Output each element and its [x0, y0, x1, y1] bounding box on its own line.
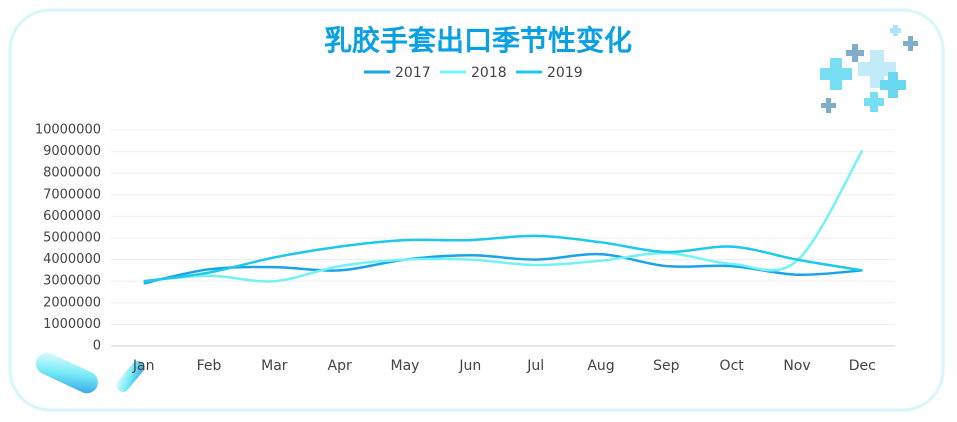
x-tick-label: Apr	[328, 358, 352, 374]
y-tick-label: 0	[93, 339, 101, 354]
chart-title: 乳胶手套出口季节性变化	[324, 24, 632, 57]
x-tick-label: May	[391, 358, 420, 374]
series-line	[143, 252, 863, 285]
y-tick-label: 8000000	[43, 166, 101, 181]
y-tick-label: 6000000	[43, 209, 101, 224]
x-tick-label: Mar	[261, 358, 288, 374]
y-tick-label: 7000000	[43, 187, 101, 202]
y-tick-label: 4000000	[43, 252, 101, 267]
decoration	[36, 25, 918, 394]
legend-label: 2019	[547, 65, 583, 81]
y-tick-label: 10000000	[35, 123, 101, 138]
y-tick-label: 5000000	[43, 231, 101, 246]
legend-label: 2017	[395, 65, 431, 81]
series-line	[143, 149, 864, 283]
x-tick-label: Oct	[720, 358, 745, 374]
x-tick-label: Sep	[653, 358, 680, 374]
x-tick-label: Nov	[783, 358, 810, 374]
y-tick-label: 1000000	[43, 317, 101, 332]
x-tick-label: Dec	[849, 358, 876, 374]
x-tick-label: Jun	[458, 358, 481, 374]
legend-label: 2018	[471, 65, 507, 81]
y-tick-label: 3000000	[43, 274, 101, 289]
x-tick-label: Jul	[526, 358, 544, 374]
series-line	[143, 234, 863, 283]
x-tick-label: Jan	[132, 358, 155, 374]
y-tick-label: 9000000	[43, 144, 101, 159]
y-tick-label: 2000000	[43, 295, 101, 310]
frame	[8, 8, 945, 412]
x-tick-label: Aug	[587, 358, 614, 374]
x-tick-label: Feb	[197, 358, 222, 374]
